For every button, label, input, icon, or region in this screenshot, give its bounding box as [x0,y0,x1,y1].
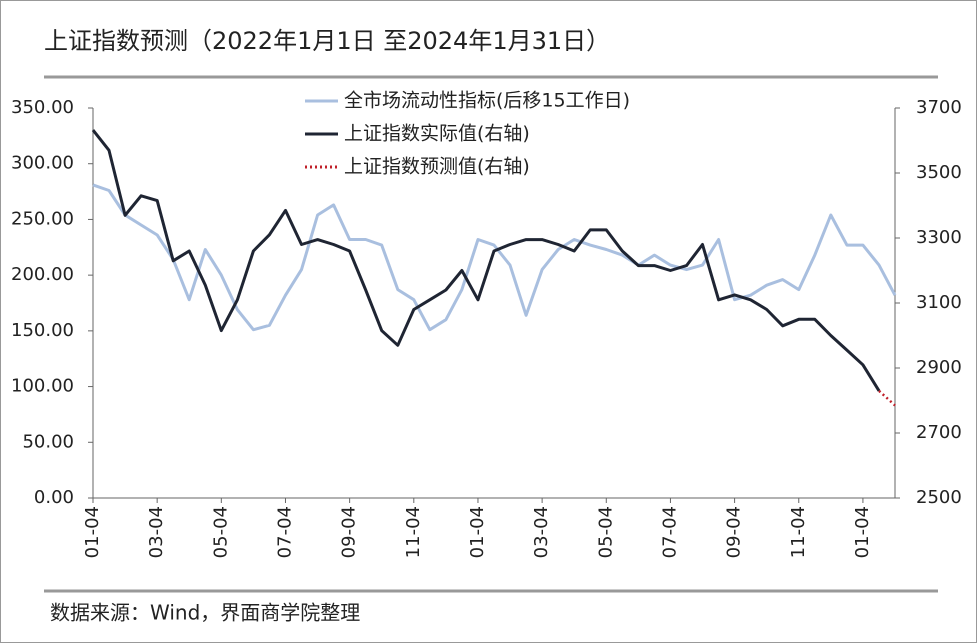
y-tick-label: 0.00 [34,487,74,508]
x-tick-label: 05-04 [210,506,231,558]
x-tick-label: 09-04 [724,506,745,558]
y-tick-label: 50.00 [22,431,74,452]
x-tick-label: 11-04 [788,506,809,558]
legend-label: 上证指数预测值(右轴) [344,156,530,178]
y-tick-label: 200.00 [11,264,74,285]
series-line [92,183,897,332]
y2-tick-label: 3100 [916,292,962,313]
y-tick-label: 350.00 [11,97,74,118]
x-tick-label: 09-04 [339,506,360,558]
x-tick-label: 07-04 [274,506,295,558]
y-tick-label: 150.00 [11,320,74,341]
x-tick-label: 07-04 [659,506,680,558]
x-tick-label: 11-04 [403,506,424,558]
x-tick-label: 01-04 [852,506,873,558]
source-note: 数据来源：Wind，界面商学院整理 [50,601,360,625]
y-tick-label: 300.00 [11,153,74,174]
series-line [878,389,896,407]
y-tick-label: 250.00 [11,208,74,229]
y2-tick-label: 3500 [916,162,962,183]
x-tick-label: 05-04 [595,506,616,558]
y2-tick-label: 2500 [916,487,962,508]
x-tick-label: 01-04 [467,506,488,558]
x-tick-label: 03-04 [146,506,167,558]
y2-tick-label: 3300 [916,227,962,248]
legend-label: 上证指数实际值(右轴) [344,123,530,145]
chart-title: 上证指数预测（2022年1月1日 至2024年1月31日） [44,27,610,55]
legend-label: 全市场流动性指标(后移15工作日) [344,90,630,112]
y2-tick-label: 2700 [916,422,962,443]
x-tick-label: 01-04 [82,506,103,558]
y2-tick-label: 2900 [916,357,962,378]
y2-tick-label: 3700 [916,97,962,118]
x-tick-label: 03-04 [531,506,552,558]
series-line [91,129,881,392]
y-tick-label: 100.00 [11,376,74,397]
